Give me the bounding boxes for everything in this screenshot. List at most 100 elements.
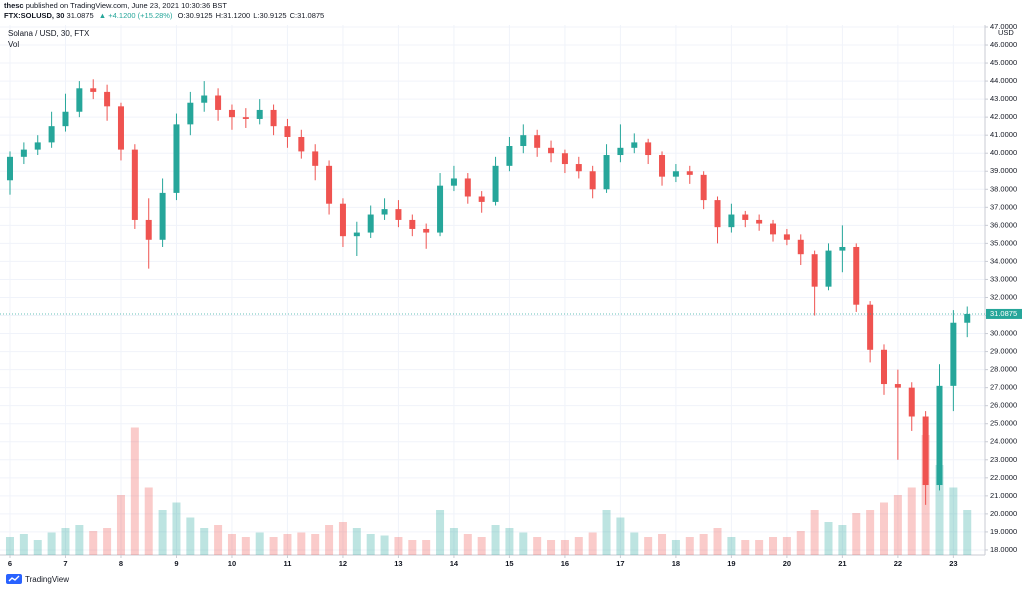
volume-bar	[880, 502, 889, 555]
candle-body	[672, 171, 679, 177]
y-tick-label: 23.0000	[990, 455, 1017, 464]
y-tick-label: 25.0000	[990, 419, 1017, 428]
ohlc-open: O:30.9125	[177, 11, 213, 20]
volume-bar	[491, 525, 500, 555]
y-tick-label: 35.0000	[990, 238, 1017, 247]
y-tick-label: 47.0000	[990, 22, 1017, 31]
volume-bar	[269, 537, 278, 555]
volume-bar	[893, 495, 902, 555]
candle-body	[908, 387, 915, 417]
header: thesc published on TradingView.com, June…	[4, 1, 327, 21]
x-tick-label: 11	[283, 559, 291, 568]
y-tick-label: 28.0000	[990, 365, 1017, 374]
volume-bar	[394, 537, 403, 555]
volume-bar	[588, 532, 597, 555]
candle-body	[104, 91, 111, 107]
volume-bar	[824, 522, 833, 555]
volume-bar	[200, 528, 209, 555]
footer-brand: TradingView	[25, 574, 70, 584]
author: thesc	[4, 1, 24, 10]
y-tick-label: 22.0000	[990, 473, 1017, 482]
volume-bar	[741, 540, 750, 555]
volume-bar	[380, 535, 389, 555]
volume-bar	[116, 495, 125, 555]
candle-body	[839, 246, 846, 251]
volume-bar	[311, 534, 320, 555]
volume-bar	[103, 528, 112, 555]
candle-body	[881, 349, 888, 385]
volume-bar	[172, 502, 181, 555]
candle-body	[173, 124, 180, 193]
volume-bar	[699, 534, 708, 555]
y-tick-label: 34.0000	[990, 256, 1017, 265]
candle-body	[659, 155, 666, 177]
candle-body	[215, 95, 222, 110]
candle-body	[783, 234, 790, 240]
candle-body	[686, 171, 693, 175]
volume-bar	[47, 532, 56, 555]
x-tick-label: 18	[672, 559, 680, 568]
x-tick-label: 13	[394, 559, 402, 568]
volume-bar	[713, 528, 722, 555]
y-tick-label: 36.0000	[990, 220, 1017, 229]
volume-bar	[505, 528, 514, 555]
candle-body	[284, 126, 291, 137]
candle-body	[853, 246, 860, 305]
x-tick-label: 17	[616, 559, 624, 568]
candle-body	[645, 142, 652, 156]
candle-body	[506, 146, 513, 166]
candle-body	[409, 219, 416, 229]
y-tick-label: 44.0000	[990, 76, 1017, 85]
price-unit: USD	[998, 28, 1014, 37]
x-tick-label: 6	[8, 559, 12, 568]
y-tick-label: 46.0000	[990, 40, 1017, 49]
candle-body	[62, 111, 69, 127]
y-tick-label: 27.0000	[990, 383, 1017, 392]
candle-body	[534, 135, 541, 148]
candle-body	[90, 88, 97, 92]
candle-body	[922, 416, 929, 486]
y-tick-label: 26.0000	[990, 401, 1017, 410]
candle-body	[520, 135, 527, 147]
x-tick-label: 9	[174, 559, 178, 568]
ohlc-high: H:31.1200	[215, 11, 251, 20]
candle-body	[298, 136, 305, 152]
candle-body	[76, 88, 83, 112]
y-tick-label: 19.0000	[990, 527, 1017, 536]
volume-bar	[241, 537, 250, 555]
volume-bar	[477, 537, 486, 555]
candle-body	[423, 228, 430, 233]
candle-body	[478, 196, 485, 202]
last-price-box	[986, 308, 1022, 319]
candle-body	[631, 142, 638, 148]
candle-body	[867, 304, 874, 350]
y-tick-label: 42.0000	[990, 112, 1017, 121]
y-tick-label: 18.0000	[990, 545, 1017, 554]
y-tick-label: 21.0000	[990, 491, 1017, 500]
candle-body	[242, 117, 249, 119]
candle-body	[367, 214, 374, 233]
candle-body	[312, 151, 319, 166]
volume-bar	[963, 510, 972, 555]
volume-bar	[658, 534, 667, 555]
candle-body	[728, 214, 735, 228]
candle-body	[437, 185, 444, 233]
candle-body	[561, 153, 568, 165]
volume-bar	[907, 487, 916, 555]
x-tick-label: 22	[894, 559, 902, 568]
candle-body	[187, 102, 194, 125]
volume-bar	[866, 510, 875, 555]
published: published on TradingView.com, June 23, 2…	[25, 1, 227, 10]
y-tick-label: 30.0000	[990, 329, 1017, 338]
chart-title: Solana / USD, 30, FTX	[8, 29, 90, 38]
volume-bar	[574, 537, 583, 555]
y-tick-label: 33.0000	[990, 274, 1017, 283]
candle-body	[326, 165, 333, 204]
y-tick-label: 29.0000	[990, 347, 1017, 356]
volume-bar	[338, 522, 347, 555]
candle-body	[20, 149, 27, 157]
volume-bar	[408, 540, 417, 555]
volume-bar	[422, 540, 431, 555]
volume-bar	[560, 540, 569, 555]
